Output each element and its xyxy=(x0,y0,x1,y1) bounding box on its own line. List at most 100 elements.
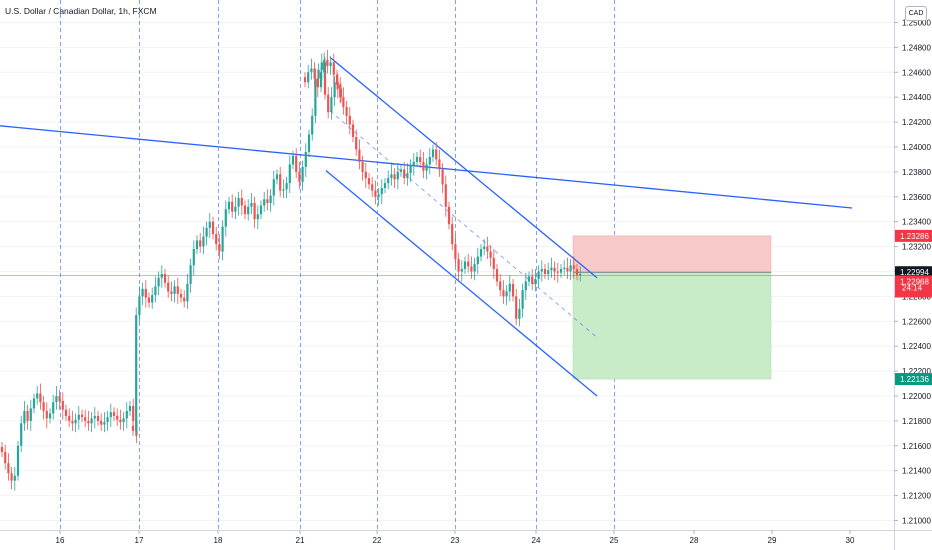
candle-body xyxy=(42,402,45,411)
time-axis-label: 30 xyxy=(846,536,855,545)
candle-body xyxy=(247,206,250,215)
candle-body xyxy=(93,415,96,419)
candle-body xyxy=(559,268,563,273)
candle-body xyxy=(323,62,327,95)
candle-body xyxy=(96,415,100,421)
candle-body xyxy=(288,164,291,184)
channel-mid[interactable] xyxy=(329,110,598,338)
time-axis-label: 24 xyxy=(532,536,541,545)
candle-body xyxy=(64,409,68,416)
candle-body xyxy=(186,283,189,302)
candle-body xyxy=(425,164,428,171)
price-axis[interactable]: 1.21000 1.21200 1.21400 1.21600 1.21800 1.220… xyxy=(894,18,931,526)
candle-body xyxy=(566,267,569,272)
candle-body xyxy=(444,184,447,207)
last-price-badge: 1.22968 xyxy=(900,277,929,286)
candle-body xyxy=(298,171,301,182)
candle-body xyxy=(515,296,518,319)
currency-button[interactable]: CAD xyxy=(905,6,927,21)
take-profit-zone[interactable] xyxy=(572,271,772,380)
candle-body xyxy=(80,414,84,418)
candle-body xyxy=(367,178,371,185)
candle-body xyxy=(269,195,272,203)
candle-body xyxy=(556,271,559,273)
candle-body xyxy=(479,249,483,257)
candle-body xyxy=(486,246,489,252)
candle-body xyxy=(176,286,179,294)
candle-body xyxy=(351,124,355,138)
candle-body xyxy=(409,165,412,174)
candle-body xyxy=(463,261,467,269)
candle-body xyxy=(266,199,269,203)
candle-body xyxy=(335,74,339,85)
candle-body xyxy=(476,256,479,265)
candle-body xyxy=(361,161,364,172)
target-price-badge: 1.22136 xyxy=(900,375,929,384)
time-axis-label: 22 xyxy=(373,536,382,545)
price-axis-label: 1.22600 xyxy=(902,317,931,326)
candle-body xyxy=(151,295,154,303)
candle-body xyxy=(518,308,521,319)
stop-loss-zone[interactable] xyxy=(572,235,772,273)
candle-body xyxy=(243,205,247,215)
candle-body xyxy=(163,273,167,283)
candle-body xyxy=(157,277,160,287)
candle-body xyxy=(345,107,348,116)
candle-body xyxy=(250,203,253,207)
candle-body xyxy=(438,159,441,170)
candle-body xyxy=(173,286,176,294)
candle-body xyxy=(387,178,390,184)
candle-body xyxy=(531,276,534,284)
position-zones[interactable] xyxy=(572,235,772,380)
candle-body xyxy=(303,77,307,83)
candle-body xyxy=(131,425,135,431)
candle-body xyxy=(524,281,527,291)
candle-body xyxy=(215,234,218,245)
candle-body xyxy=(291,155,295,165)
candle-body xyxy=(135,315,138,431)
candle-body xyxy=(253,203,256,220)
time-axis-label: 29 xyxy=(768,536,777,545)
channel-lower[interactable] xyxy=(325,170,598,397)
candle-body xyxy=(422,161,425,171)
channel-upper[interactable] xyxy=(329,56,598,279)
candle-body xyxy=(167,282,170,292)
candle-body xyxy=(240,198,243,206)
candle-body xyxy=(74,419,77,424)
candle-body xyxy=(211,221,215,235)
price-axis-label: 1.21400 xyxy=(902,467,931,476)
candle-body xyxy=(543,268,547,274)
candle-body xyxy=(314,78,317,116)
candle-body xyxy=(100,420,103,425)
candle-body xyxy=(326,59,329,67)
candle-body xyxy=(237,198,240,207)
candle-body xyxy=(435,149,438,160)
candle-body xyxy=(406,173,409,179)
candle-body xyxy=(77,414,80,420)
target-price-badge-bg xyxy=(895,373,932,386)
candle-body xyxy=(36,393,39,399)
candle-body xyxy=(342,97,345,108)
candle-body xyxy=(371,184,374,191)
candle-body xyxy=(272,179,275,196)
candle-body xyxy=(170,291,173,294)
candle-body xyxy=(29,408,32,421)
candle-body xyxy=(103,422,106,425)
candle-body xyxy=(380,188,383,195)
candle-body xyxy=(355,137,358,150)
time-axis[interactable]: 16 17 18 21 22 23 24 25 28 29 30 xyxy=(56,530,855,545)
candle-body xyxy=(109,412,112,418)
candle-body xyxy=(310,68,313,73)
candle-body xyxy=(259,205,263,215)
candle-body xyxy=(327,94,330,113)
price-axis-label: 1.21600 xyxy=(902,442,931,451)
candle-body xyxy=(508,283,511,292)
candle-body xyxy=(483,246,486,250)
candle-body xyxy=(499,281,502,291)
candle-body xyxy=(122,418,125,423)
price-axis-label: 1.23600 xyxy=(902,193,931,202)
candle-body xyxy=(374,190,377,197)
candle-body xyxy=(540,268,543,272)
candle-body xyxy=(13,475,16,481)
